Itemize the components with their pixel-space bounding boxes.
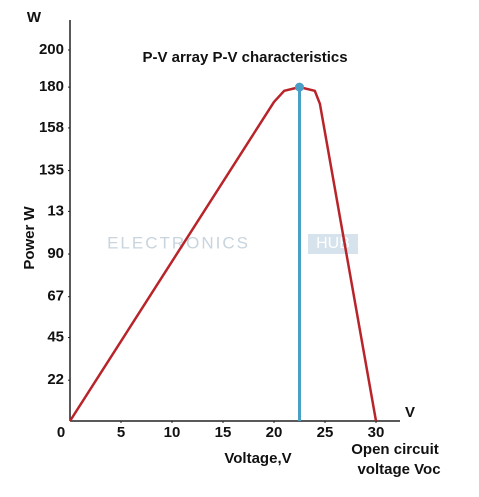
chart-title: P-V array P-V characteristics — [142, 49, 347, 66]
y-tick-label: 200 — [39, 41, 64, 58]
annotation: Open circuit — [351, 441, 439, 458]
pv-curve — [68, 85, 378, 422]
x-unit: V — [405, 404, 415, 421]
x-axis-label: Voltage,V — [224, 450, 291, 467]
x-tick-label: 25 — [317, 424, 334, 441]
origin-label: 0 — [57, 424, 65, 441]
y-tick-label: 22 — [47, 371, 64, 388]
x-tick-label: 15 — [215, 424, 232, 441]
y-axis-label: Power W — [21, 205, 38, 269]
x-tick-label: 10 — [164, 424, 181, 441]
y-tick-label: 90 — [47, 245, 64, 262]
y-unit: W — [27, 9, 42, 26]
x-tick-label: 20 — [266, 424, 283, 441]
x-tick-label: 5 — [117, 424, 125, 441]
watermark: ELECTRONICS — [107, 233, 250, 252]
annotation: voltage Voc — [357, 461, 440, 478]
x-tick-label: 30 — [368, 424, 385, 441]
peak-point — [295, 82, 304, 92]
y-tick-label: 45 — [47, 328, 64, 345]
y-tick-label: 67 — [47, 288, 64, 305]
y-tick-label: 180 — [39, 78, 64, 95]
y-tick-label: 135 — [39, 162, 64, 179]
y-tick-label: 13 — [47, 202, 64, 219]
watermark: HUB — [316, 235, 350, 252]
y-tick-label: 158 — [39, 119, 64, 136]
